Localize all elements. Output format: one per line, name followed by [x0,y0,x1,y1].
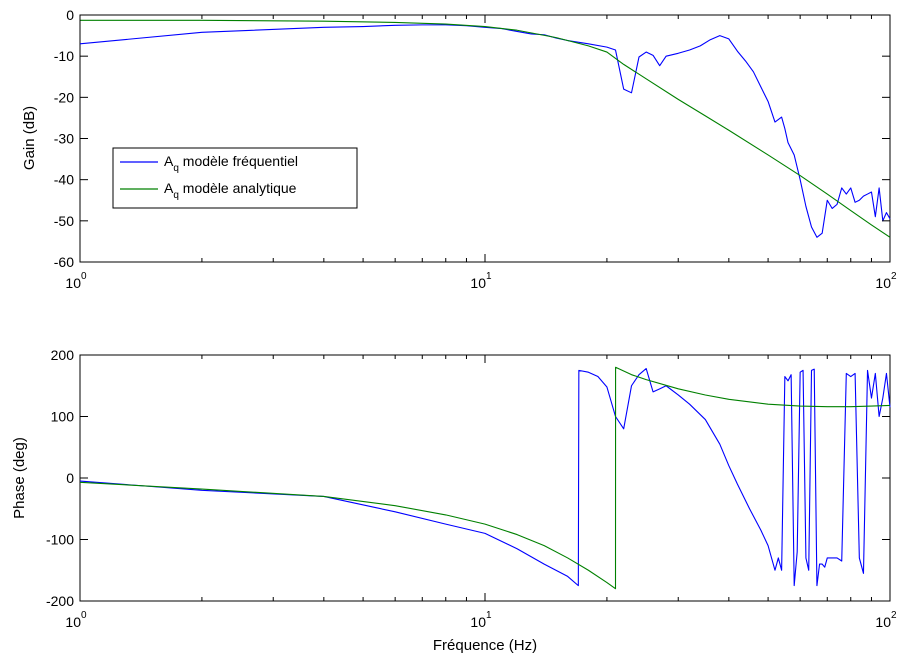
gain-series-group [79,19,891,238]
phase-y-ticks: 200 100 0 -100 -200 [46,347,890,609]
gain-y-tick-label: -20 [54,89,74,105]
phase-x-axis-label: Fréquence (Hz) [433,637,537,654]
gain-plot-frame [79,14,891,263]
gain-y-ticks: 0 -10 -20 -30 -40 -50 -60 [54,7,890,270]
gain-x-tick-label: 102 [875,271,897,291]
gain-panel: 100 101 102 0-10-20-30-40-50-60 Gain (dB) … [21,7,897,291]
phase-plot-frame [79,354,891,602]
gain-x-ticks: 100 101 102 [65,15,897,291]
legend-entry-frequentiel: Aq modèle fréquentiel [164,153,298,174]
gain-x-tick-label: 100 [65,271,87,291]
gain-y-tick-label: 0 [66,7,74,23]
gain-y-axis-label: Gain (dB) [21,106,38,170]
legend-box [112,147,358,209]
phase-y-tick-label: 100 [51,409,75,425]
phase-x-tick-label: 102 [875,610,897,630]
gain-y-tick-label: -60 [54,254,74,270]
phase-y-tick-label: -200 [46,593,74,609]
phase-y-tick-label: 0 [66,470,74,486]
gain-y-tick-label: -30 [54,131,74,147]
gain-legend: Aq modèle fréquentiel Aq modèle analytiq… [112,147,358,209]
gain-y-tick-label: -50 [54,213,74,229]
phase-series-analytique-line [79,366,891,590]
gain-series-frequentiel-line [79,24,891,238]
phase-panel: 100 101 102 200 100 0 -100 -200 Phase (deg) Fr… [11,347,897,654]
phase-x-tick-label: 101 [470,610,492,630]
phase-x-ticks: 100 101 102 [65,355,897,630]
gain-y-tick-label: -40 [54,172,74,188]
phase-y-axis-label: Phase (deg) [11,437,28,519]
legend-entry-analytique: Aq modèle analytique [164,180,297,201]
phase-series-group [79,366,891,590]
gain-y-tick-label: -10 [54,48,74,64]
gain-x-tick-label: 101 [470,271,492,291]
phase-y-tick-label: 200 [51,347,75,363]
phase-y-tick-label: -100 [46,532,74,548]
phase-series-frequentiel-line [79,367,891,587]
phase-x-tick-label: 100 [65,610,87,630]
gain-series-analytique-line [80,19,891,238]
